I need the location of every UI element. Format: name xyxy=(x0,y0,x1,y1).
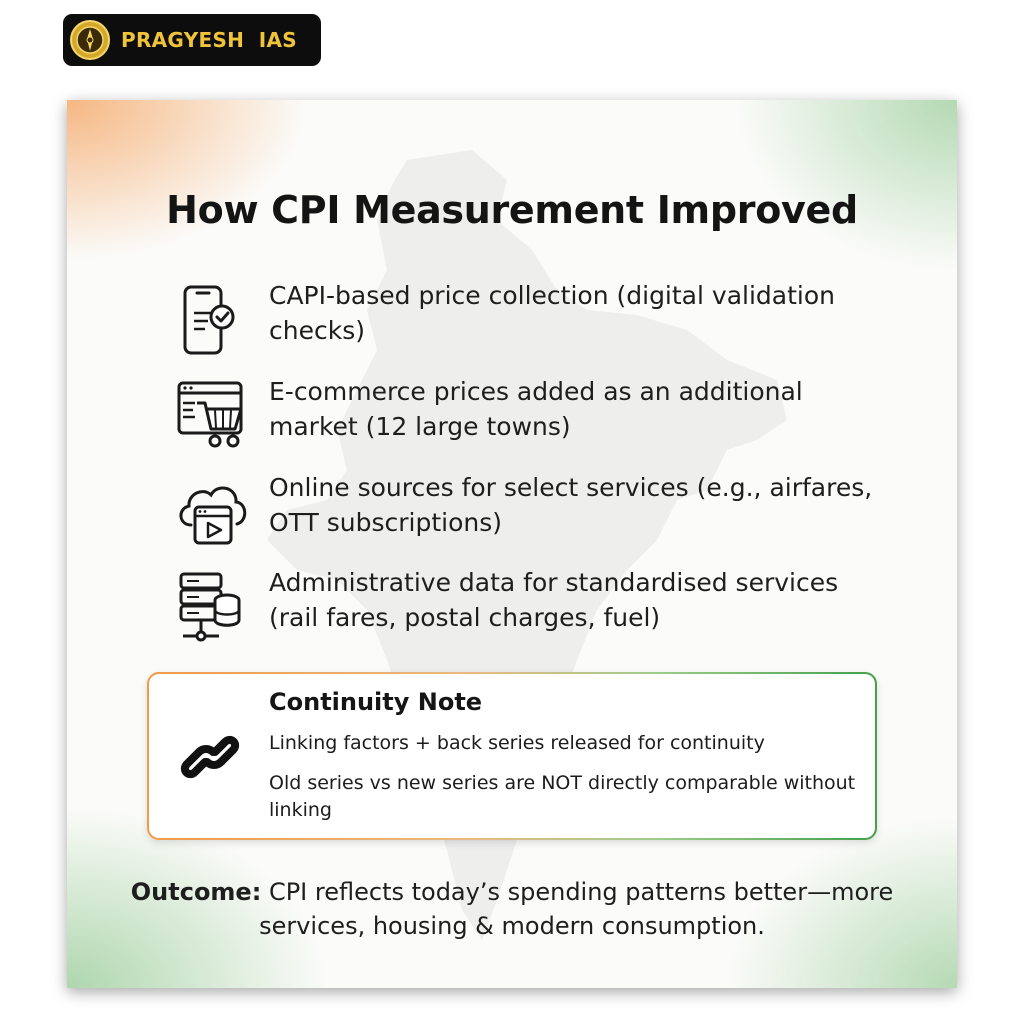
india-map-silhouette xyxy=(267,150,787,940)
feature-text: Online sources for select services (e.g.… xyxy=(269,473,873,537)
note-line: Old series vs new series are NOT directl… xyxy=(269,772,856,821)
feature-item: Administrative data for standardised ser… xyxy=(175,568,895,650)
feature-item: Online sources for select services (e.g.… xyxy=(175,473,895,555)
feature-text: Administrative data for standardised ser… xyxy=(269,568,839,632)
continuity-note-box: Continuity Note Linking factors + back s… xyxy=(147,672,877,840)
golden-emblem-icon xyxy=(70,20,110,60)
note-title: Continuity Note xyxy=(269,688,483,716)
outcome-label: Outcome: xyxy=(130,878,262,906)
cloud-video-icon xyxy=(179,486,247,545)
note-line: Linking factors + back series released f… xyxy=(269,732,765,754)
brand-logo: PRAGYESH IAS xyxy=(63,14,321,66)
info-card: How CPI Measurement Improved CAPI-based … xyxy=(67,100,957,988)
ecommerce-cart-icon xyxy=(177,381,243,448)
outcome-statement: Outcome: CPI reflects today’s spending p… xyxy=(107,875,917,943)
outcome-text: CPI reflects today’s spending patterns b… xyxy=(259,878,894,940)
feature-text: E-commerce prices added as an additional… xyxy=(269,377,803,441)
feature-item: E-commerce prices added as an additional… xyxy=(175,377,895,459)
page-title: How CPI Measurement Improved xyxy=(166,188,858,232)
database-server-icon xyxy=(179,572,241,642)
smartphone-checkmark-icon xyxy=(183,285,235,355)
brand-name: PRAGYESH IAS xyxy=(121,28,297,52)
feature-item: CAPI-based price collection (digital val… xyxy=(175,281,895,363)
feature-text: CAPI-based price collection (digital val… xyxy=(269,281,835,345)
chain-link-icon xyxy=(180,735,240,779)
